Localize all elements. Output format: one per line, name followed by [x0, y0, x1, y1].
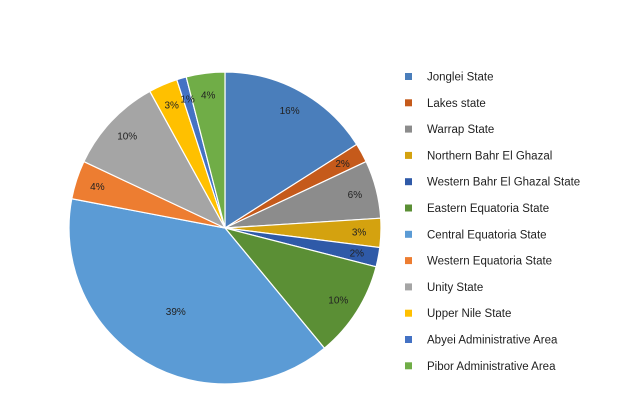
pie-slice — [83, 90, 227, 230]
legend-swatch — [405, 99, 412, 107]
legend-swatch — [405, 309, 412, 317]
legend-label: Northern Bahr El Ghazal — [427, 150, 552, 162]
legend: Jonglei State Lakes state Warrap State Nort… — [405, 72, 580, 373]
legend-entry: Jonglei State — [405, 72, 494, 84]
slice-data-label: 3% — [164, 100, 179, 111]
slice-data-label: 10% — [117, 132, 137, 143]
legend-label: Western Bahr El Ghazal State — [427, 177, 580, 189]
legend-swatch — [405, 151, 412, 159]
slice-data-label: 4% — [90, 182, 105, 193]
legend-label: Warrap State — [427, 124, 494, 136]
pie-slice — [224, 71, 358, 230]
legend-label: Jonglei State — [427, 72, 494, 84]
legend-entry: Lakes state — [405, 98, 486, 110]
legend-label: Eastern Equatoria State — [427, 203, 549, 215]
slice-data-label: 6% — [348, 190, 363, 201]
pie-slices — [68, 71, 382, 385]
legend-swatch — [405, 125, 412, 133]
legend-swatch — [405, 283, 412, 291]
legend-swatch — [405, 362, 412, 370]
legend-label: Unity State — [427, 282, 483, 294]
pie-data-labels: 16%2%6%3%2%10%39%4%10%3%1% 4% — [90, 90, 366, 317]
slice-data-label: 2% — [350, 249, 365, 260]
legend-entry: Western Equatoria State — [405, 256, 552, 268]
legend-label: Central Equatoria State — [427, 229, 547, 241]
legend-swatch — [405, 73, 412, 80]
legend-entry: Warrap State — [405, 124, 494, 136]
legend-label: Abyei Administrative Area — [427, 335, 558, 347]
legend-entry: Central Equatoria State — [405, 229, 547, 241]
legend-swatch — [405, 336, 412, 343]
slice-data-label: 4% — [201, 90, 216, 101]
legend-entry: Upper Nile State — [405, 308, 511, 320]
legend-swatch — [405, 178, 412, 186]
legend-swatch — [405, 230, 412, 238]
legend-entry: Western Bahr El Ghazal State — [405, 177, 580, 189]
legend-entry: Abyei Administrative Area — [405, 335, 558, 347]
slice-data-label: 10% — [328, 295, 348, 306]
slice-data-label: 1% — [180, 95, 195, 106]
legend-label: Pibor Administrative Area — [427, 361, 556, 373]
slice-data-label: 16% — [280, 106, 300, 117]
legend-entry: Unity State — [405, 282, 483, 294]
legend-swatch — [405, 257, 412, 265]
pie-slice — [223, 226, 377, 350]
slice-data-label: 2% — [335, 159, 350, 170]
legend-label: Lakes state — [427, 98, 486, 110]
legend-entry: Eastern Equatoria State — [405, 203, 549, 215]
legend-label: Western Equatoria State — [427, 256, 552, 268]
legend-label: Upper Nile State — [427, 308, 511, 320]
legend-entry: Pibor Administrative Area — [405, 361, 556, 373]
legend-swatch — [405, 204, 412, 212]
slice-data-label: 3% — [352, 228, 367, 239]
slice-data-label: 39% — [166, 307, 186, 318]
legend-entry: Northern Bahr El Ghazal — [405, 150, 552, 162]
pie-slice — [68, 198, 326, 385]
pie-slice — [185, 71, 226, 229]
